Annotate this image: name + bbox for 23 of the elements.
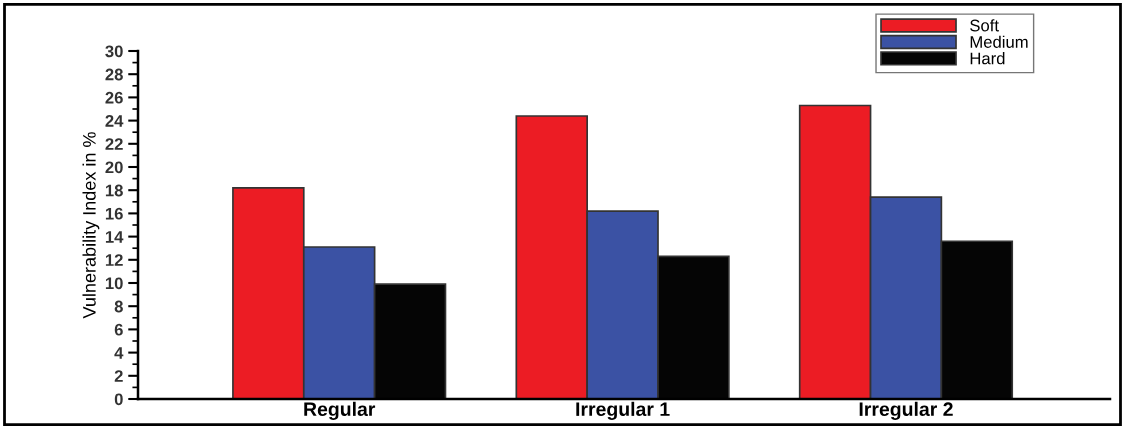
y-tick-label: 6 xyxy=(114,323,123,336)
y-tick-label: 4 xyxy=(114,347,124,359)
y-tick-label: 2 xyxy=(114,370,123,382)
y-tick-label: 22 xyxy=(105,138,123,150)
y-tick-label: 30 xyxy=(105,45,123,58)
y-tick-label: 14 xyxy=(105,231,124,243)
y-tick-label: 0 xyxy=(114,393,123,406)
legend-label: Hard xyxy=(970,52,1005,65)
y-axis-title: Vulnerability Index in % xyxy=(82,132,100,319)
legend-label: Medium xyxy=(970,35,1028,48)
y-tick-label: 12 xyxy=(105,254,123,266)
y-tick-label: 18 xyxy=(105,184,123,197)
x-tick-label: Irregular 2 xyxy=(859,401,953,420)
y-tick-label: 28 xyxy=(105,68,123,81)
y-tick-label: 10 xyxy=(105,277,123,290)
y-tick-label: 20 xyxy=(105,161,123,174)
y-tick-label: 8 xyxy=(114,300,123,313)
y-tick-label: 24 xyxy=(105,115,124,127)
x-tick-label: Irregular 1 xyxy=(576,401,670,420)
x-tick-label: Regular xyxy=(304,401,376,420)
y-tick-label: 16 xyxy=(105,207,123,220)
legend-label: Soft xyxy=(970,19,999,32)
y-tick-label: 26 xyxy=(105,91,123,104)
